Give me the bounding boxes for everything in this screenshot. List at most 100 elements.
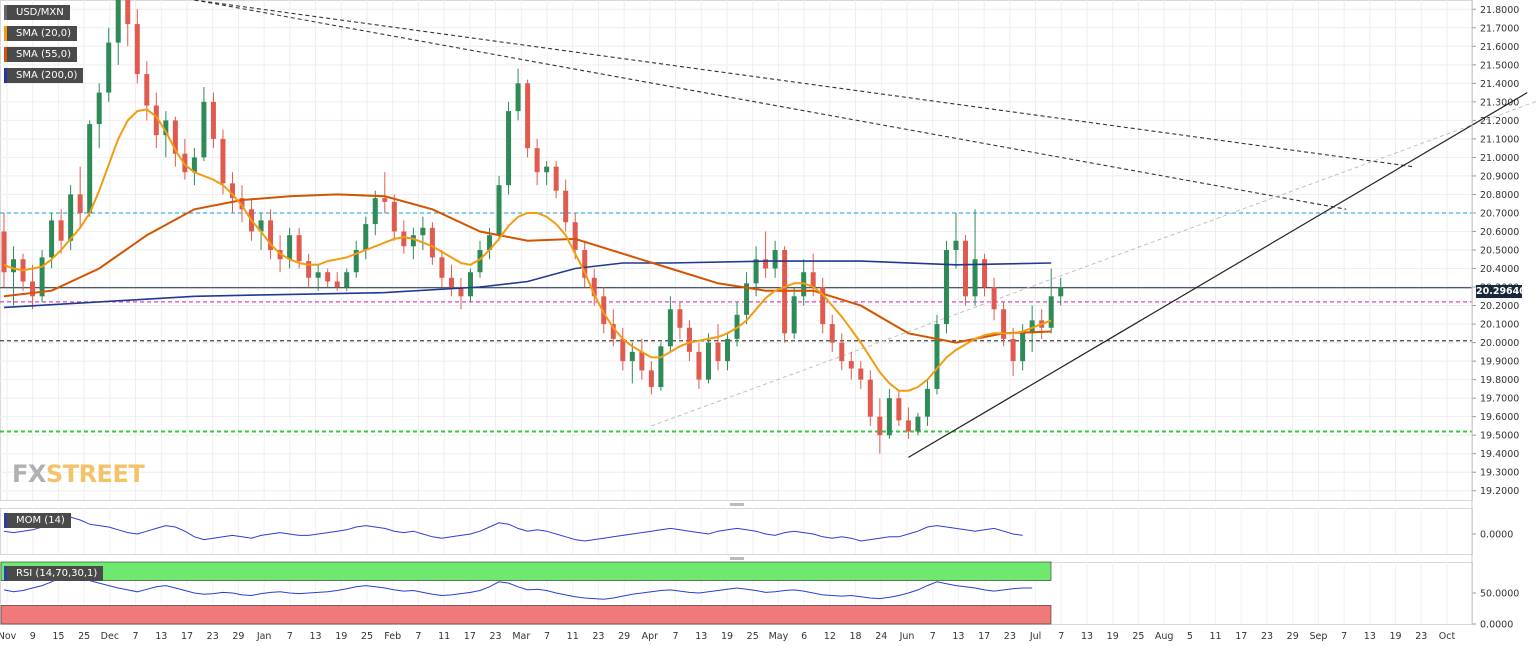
mom-panel-label[interactable]: MOM (14) bbox=[4, 513, 71, 528]
fxstreet-logo: FXSTREET bbox=[12, 460, 145, 488]
price-tick-label: 21.2000 bbox=[1480, 116, 1519, 127]
candle-body bbox=[11, 259, 17, 273]
candle-body bbox=[506, 111, 512, 186]
panel-resize-handle bbox=[730, 557, 744, 560]
candle-body bbox=[572, 222, 578, 250]
price-tick-label: 21.1000 bbox=[1480, 134, 1519, 145]
candle-body bbox=[963, 240, 969, 297]
date-tick-label: 19 bbox=[721, 631, 733, 642]
date-tick-label: 13 bbox=[1081, 631, 1093, 642]
date-tick-label: 11 bbox=[438, 631, 450, 642]
date-tick-label: May bbox=[769, 631, 789, 642]
candle-body bbox=[353, 250, 359, 273]
date-tick-label: 5 bbox=[1187, 631, 1193, 642]
candle-body bbox=[1058, 287, 1064, 297]
candle-body bbox=[287, 235, 293, 260]
candle-body bbox=[306, 261, 312, 278]
rsi-panel-label[interactable]: RSI (14,70,30,1) bbox=[4, 566, 104, 581]
price-tick-label: 21.7000 bbox=[1480, 23, 1519, 34]
price-tick-label: 19.9000 bbox=[1480, 357, 1519, 368]
mom-panel-frame bbox=[0, 508, 1473, 555]
candle-body bbox=[125, 0, 131, 25]
candle-body bbox=[1048, 296, 1054, 328]
candle-body bbox=[1020, 333, 1026, 362]
last-price-label: 20.29640 bbox=[1476, 285, 1526, 298]
sma200-line bbox=[3, 260, 1052, 309]
candle-body bbox=[763, 259, 769, 269]
candle-body bbox=[1010, 338, 1016, 362]
candle-body bbox=[905, 420, 911, 432]
candle-body bbox=[591, 277, 597, 297]
candle-body bbox=[629, 351, 635, 362]
legend-symbol[interactable]: USD/MXN bbox=[4, 5, 70, 20]
price-tick-label: 20.6000 bbox=[1480, 227, 1519, 238]
date-tick-label: 24 bbox=[875, 631, 887, 642]
candle-body bbox=[715, 342, 721, 362]
trendline bbox=[651, 101, 1536, 427]
price-tick-label: 21.5000 bbox=[1480, 60, 1519, 71]
date-tick-label: 25 bbox=[78, 631, 90, 642]
rsi-tick-label: 50.0000 bbox=[1480, 589, 1519, 600]
date-tick-label: 7 bbox=[930, 631, 936, 642]
date-tick-label: 23 bbox=[1004, 631, 1016, 642]
candle-body bbox=[582, 250, 588, 278]
date-tick-label: Oct bbox=[1439, 631, 1456, 642]
candle-body bbox=[943, 250, 949, 325]
date-tick-label: 17 bbox=[1235, 631, 1247, 642]
candle-body bbox=[201, 101, 207, 158]
candle-body bbox=[30, 281, 36, 297]
candle-body bbox=[68, 194, 74, 241]
price-tick-label: 21.6000 bbox=[1480, 42, 1519, 53]
candle-body bbox=[867, 379, 873, 417]
date-tick-label: 12 bbox=[824, 631, 836, 642]
candle-body bbox=[953, 240, 959, 250]
candle-body bbox=[163, 120, 169, 136]
price-tick-label: 19.6000 bbox=[1480, 412, 1519, 423]
price-tick-label: 19.8000 bbox=[1480, 375, 1519, 386]
candle-body bbox=[934, 324, 940, 389]
candle-body bbox=[896, 398, 902, 421]
candle-body bbox=[553, 166, 559, 191]
price-tick-label: 21.8000 bbox=[1480, 5, 1519, 16]
legend-sma20[interactable]: SMA (20,0) bbox=[4, 26, 78, 41]
trendline bbox=[908, 92, 1528, 458]
candle-body bbox=[563, 190, 569, 223]
candle-body bbox=[410, 235, 416, 247]
legend-sma200[interactable]: SMA (200,0) bbox=[4, 68, 84, 83]
candle-body bbox=[191, 157, 197, 173]
candle-body bbox=[886, 398, 892, 436]
candle-body bbox=[39, 257, 45, 297]
price-tick-label: 21.0000 bbox=[1480, 153, 1519, 164]
candle-body bbox=[924, 388, 930, 417]
date-tick-label: 15 bbox=[52, 631, 64, 642]
candle-body bbox=[820, 287, 826, 325]
candle-body bbox=[972, 259, 978, 297]
candle-body bbox=[210, 101, 216, 139]
candle-body bbox=[153, 105, 159, 136]
candle-body bbox=[87, 124, 93, 213]
candle-body bbox=[487, 235, 493, 250]
date-tick-label: 29 bbox=[232, 631, 244, 642]
candle-body bbox=[753, 259, 759, 284]
candle-body bbox=[829, 324, 835, 343]
legend-sma55[interactable]: SMA (55,0) bbox=[4, 47, 78, 62]
candle-body bbox=[515, 83, 521, 112]
panel-resize-handle bbox=[730, 503, 744, 506]
date-tick-label: 23 bbox=[1415, 631, 1427, 642]
candle-body bbox=[667, 309, 673, 347]
date-tick-label: 29 bbox=[618, 631, 630, 642]
date-tick-label: 13 bbox=[1364, 631, 1376, 642]
candle-body bbox=[686, 327, 692, 352]
candle-body bbox=[744, 283, 750, 315]
candle-body bbox=[448, 277, 454, 288]
candle-body bbox=[658, 346, 664, 388]
date-tick-label: 17 bbox=[464, 631, 476, 642]
candle-body bbox=[467, 272, 473, 297]
rsi-tick-label: 0.0000 bbox=[1480, 620, 1513, 631]
date-tick-label: 13 bbox=[155, 631, 167, 642]
date-tick-label: 17 bbox=[978, 631, 990, 642]
trendline bbox=[194, 0, 1347, 210]
date-tick-label: 19 bbox=[1390, 631, 1402, 642]
